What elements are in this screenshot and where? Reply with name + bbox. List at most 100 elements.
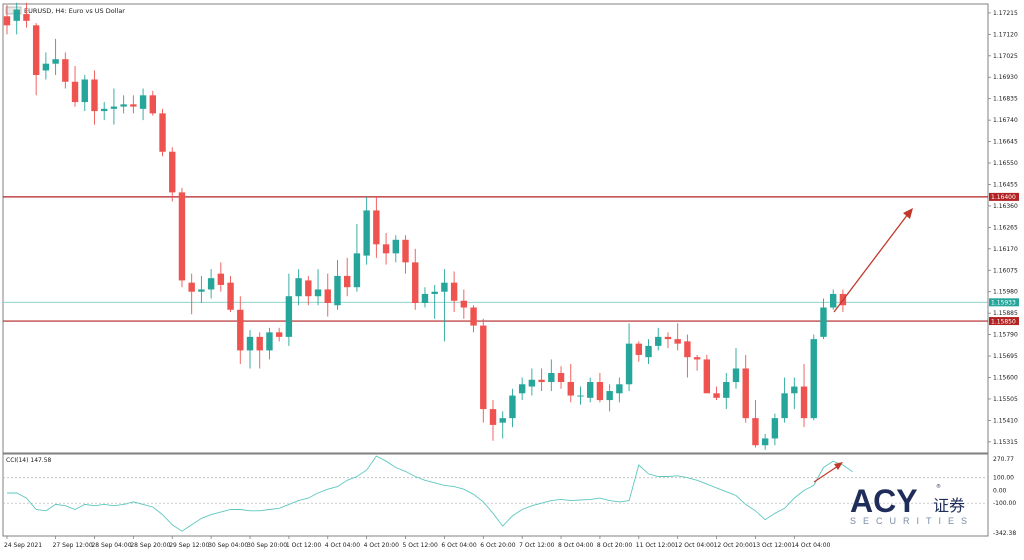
candle-body [460,300,468,308]
candle-body [295,278,302,297]
price-axis-label: 1.16265 [993,224,1018,231]
candle-body [616,384,623,394]
candle-body [781,393,788,419]
resistance-price-tag [989,192,1019,201]
candle-body [110,106,118,109]
candle-body [149,95,156,114]
bear-candle [693,354,701,371]
time-axis-label: 11 Oct 12:00 [636,542,675,549]
candle-body [188,282,195,292]
candle-body [285,296,293,337]
time-axis-label: 27 Sep 12:00 [53,542,93,549]
candle-body [62,59,69,82]
bull-candle [81,74,88,112]
candle-body [791,386,798,394]
cci-axis-label: 0.00 [993,487,1007,494]
bear-candle [188,273,195,315]
bull-candle [13,2,20,35]
candle-body [567,382,574,396]
bear-candle [460,289,468,319]
time-axis-label: 14 Oct 04:00 [791,542,830,549]
cci-axis-label: 100.00 [993,475,1014,482]
bear-candle [3,5,11,35]
candle-body [324,289,331,303]
candle-body [820,307,827,337]
bear-candle [412,248,419,310]
price-axis-label: 1.16740 [993,117,1018,124]
bull-candle [392,235,399,263]
support-price-tag [989,317,1019,326]
symbol-title-text: EURUSD, H4: Euro vs US Dollar [24,7,125,15]
time-axis-label: 8 Oct 04:00 [558,542,593,549]
candle-body [548,372,555,383]
bear-candle [159,108,166,157]
bear-candle [23,2,30,28]
candle-body [217,273,225,285]
time-axis-label: 4 Oct 20:00 [364,542,399,549]
bull-candle [723,372,730,410]
candle-body [742,368,749,419]
bear-candle [256,332,263,369]
bear-candle [275,327,283,342]
price-axis-label: 1.15600 [993,375,1018,382]
bear-candle [489,400,497,441]
bull-candle [528,368,536,396]
candle-body [723,382,730,398]
bull-candle [52,38,59,75]
cci-axis-label: -100.00 [993,500,1016,507]
bear-candle [684,334,691,378]
bear-candle [217,262,225,292]
chart-window-icon [5,6,22,15]
bull-candle [334,260,341,310]
time-axis-label: 12 Oct 20:00 [714,542,753,549]
bull-candle [791,377,798,410]
candle-body [101,108,108,112]
bear-candle [373,196,380,258]
candle-body [830,293,837,308]
candle-body [130,104,137,107]
candle-body [305,280,312,297]
price-axis-label: 1.15980 [993,289,1018,296]
candle-body [713,393,720,398]
price-axis-label: 1.15695 [993,353,1018,360]
price-axis-label: 1.15410 [993,417,1018,424]
bear-candle [382,233,390,265]
candle-body [314,289,322,297]
candle-body [528,379,536,387]
cci-title: CCI(14) 147.58 [6,457,52,464]
bull-candle [207,269,215,299]
bear-candle [324,273,331,317]
bear-candle [703,354,711,394]
price-axis-label: 1.16645 [993,139,1018,146]
bull-candle [421,287,429,308]
candle-body [198,289,205,292]
bull-candle [509,388,516,428]
candle-body [538,379,545,383]
bull-candle [518,377,526,401]
bull-candle [246,330,254,369]
time-axis-label: 30 Sep 20:00 [247,542,287,549]
bear-candle [305,275,312,306]
time-axis-label: 1 Oct 12:00 [286,542,321,549]
candle-body [771,418,779,439]
bull-candle [781,377,788,423]
candle-body [431,291,438,294]
candle-body [441,282,448,292]
candle-body [761,438,769,446]
bear-candle [227,275,234,313]
cci-trend-arrow-head [834,462,843,470]
bear-candle [169,147,176,202]
cci-axis-label: 270.77 [993,456,1014,463]
time-axis-label: 29 Sep 12:00 [169,542,209,549]
support-price-tag-text: 1.15850 [991,318,1016,325]
candle-body [655,336,662,346]
bear-candle [752,400,759,448]
candle-body [334,275,341,306]
bull-candle [198,275,205,303]
time-axis-label: 6 Oct 20:00 [480,542,515,549]
price-axis-label: 1.17215 [993,10,1018,17]
logo-chinese-text: 证券 [933,496,965,515]
candle-body [237,309,244,351]
time-axis-label: 7 Oct 12:00 [519,542,554,549]
